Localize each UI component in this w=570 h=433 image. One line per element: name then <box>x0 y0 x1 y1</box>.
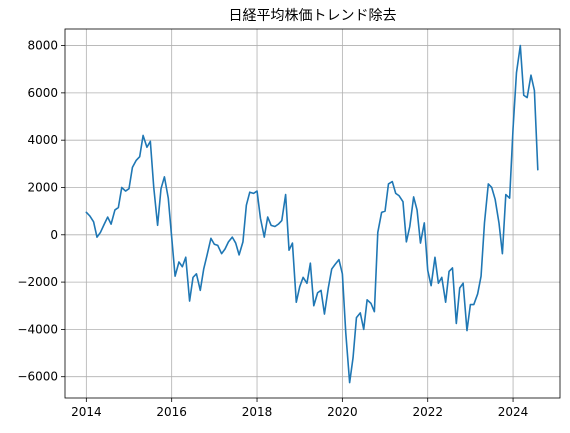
series-layer <box>85 44 539 384</box>
y-tick-label: 6000 <box>27 86 58 100</box>
chart-title: 日経平均株価トレンド除去 <box>229 8 397 24</box>
x-tick-label: 2022 <box>412 405 443 419</box>
x-tick-label: 2018 <box>242 405 273 419</box>
x-tick-label: 2020 <box>327 405 358 419</box>
series-line <box>85 44 539 384</box>
y-tick-label: −2000 <box>17 275 58 289</box>
grid <box>65 29 560 398</box>
y-tick-label: −4000 <box>17 322 58 336</box>
y-tick-label: 4000 <box>27 133 58 147</box>
y-tick-label: 8000 <box>27 39 58 53</box>
plot-frame <box>64 28 561 399</box>
x-tick-label: 2024 <box>498 405 529 419</box>
x-tick-label: 2016 <box>156 405 187 419</box>
y-tick-label: −6000 <box>17 370 58 384</box>
x-tick-label: 2014 <box>71 405 102 419</box>
axis-ticks: 2014 2016 2018 2020 2022 2024 −6000 −4000 −2000 0… <box>17 39 528 419</box>
y-tick-label: 0 <box>50 228 58 242</box>
y-tick-label: 2000 <box>27 180 58 194</box>
